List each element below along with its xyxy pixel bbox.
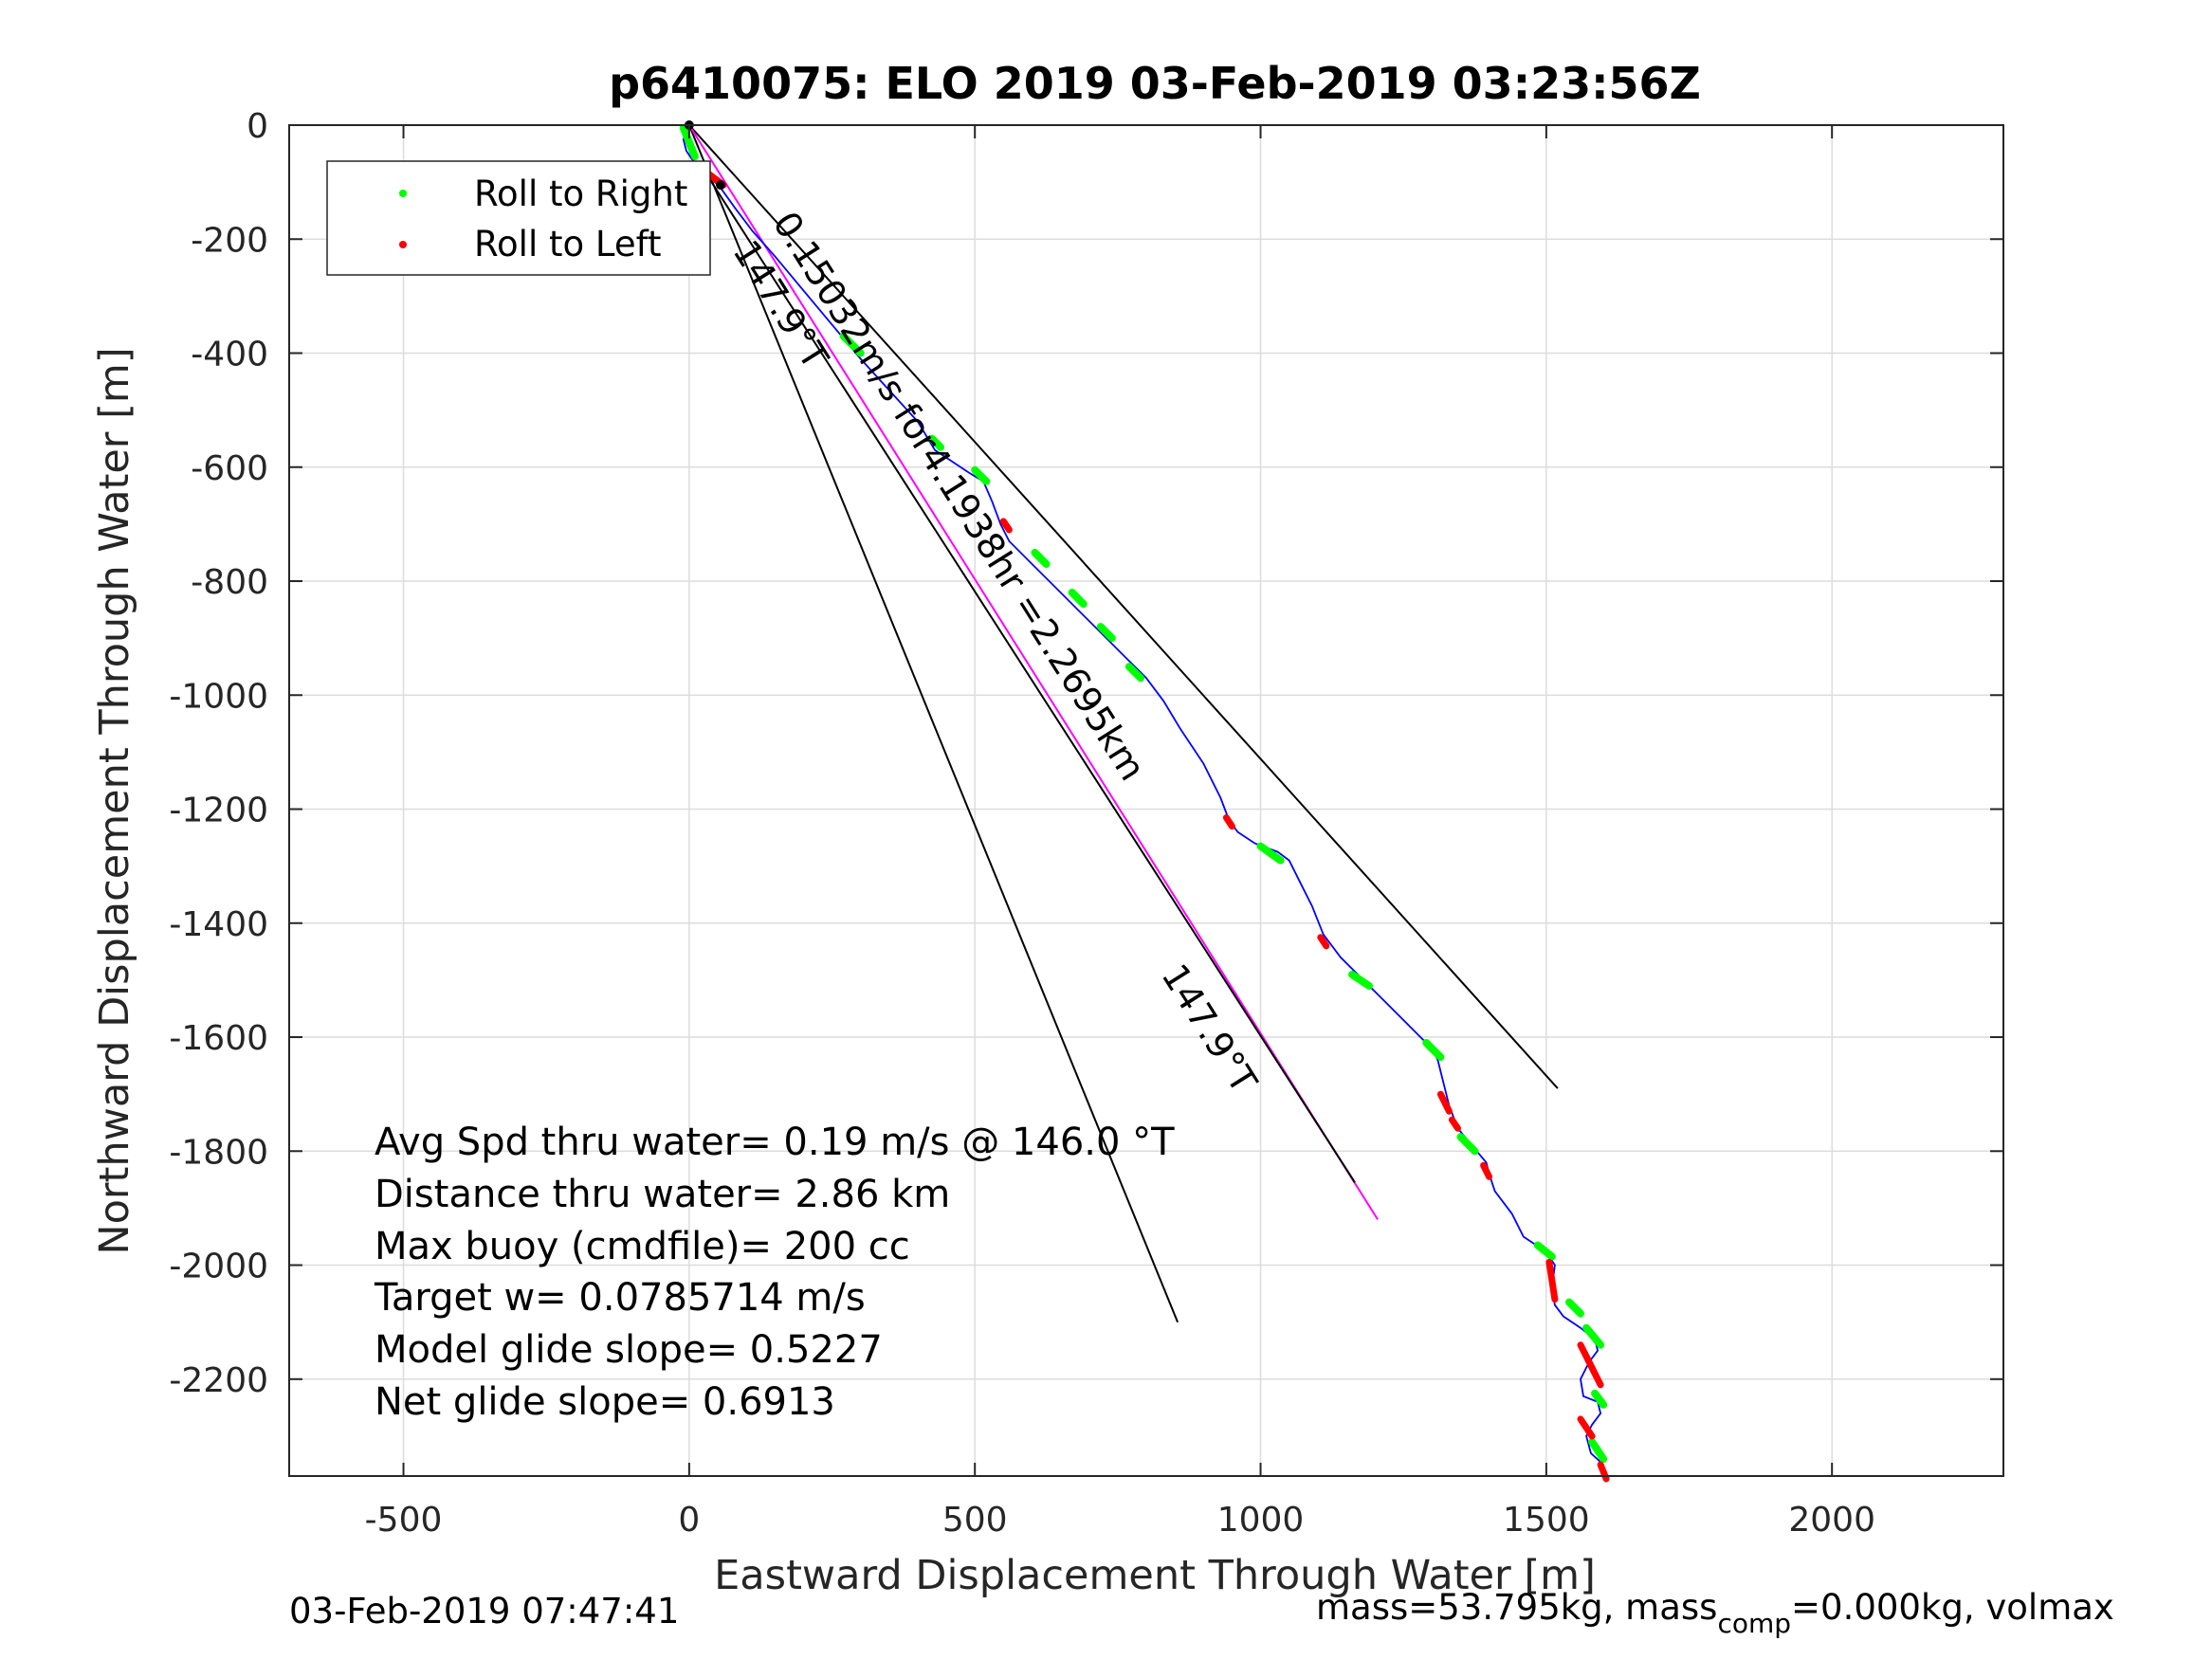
reference-line-1 <box>688 124 1559 1089</box>
roll-right-marker <box>1565 1298 1584 1318</box>
reference-line-3 <box>688 124 1379 1220</box>
stat-avg-speed: Avg Spd thru water= 0.19 m/s @ 146.0 °T <box>375 1121 1175 1164</box>
roll-right-marker <box>1588 1437 1608 1463</box>
y-tick-label: -600 <box>191 449 268 488</box>
roll-right-marker <box>1031 548 1051 568</box>
x-tick-label: 2000 <box>1788 1501 1875 1540</box>
roll-left-marker <box>1222 814 1235 830</box>
legend-marker-roll-right <box>399 190 407 197</box>
roll-left-marker <box>1545 1259 1559 1304</box>
stat-distance: Distance thru water= 2.86 km <box>375 1173 950 1216</box>
legend: Roll to Right Roll to Left <box>326 160 711 276</box>
roll-right-marker <box>679 124 699 161</box>
x-tick-label: 1000 <box>1217 1501 1305 1540</box>
chart-title: p6410075: ELO 2019 03-Feb-2019 03:23:56Z <box>609 58 1701 109</box>
x-axis-label: Eastward Displacement Through Water [m] <box>714 1552 1596 1599</box>
y-tick-labels: 0 -200 -400 -600 -800 -1000 -1200 -1400 -1600 -18… <box>169 107 268 1400</box>
y-axis-label: Northward Displacement Through Water [m] <box>91 347 138 1254</box>
roll-left-marker <box>1480 1161 1493 1180</box>
y-tick-label: -200 <box>191 221 268 260</box>
tick-marks <box>289 124 2003 1476</box>
y-tick-label: -400 <box>191 336 268 374</box>
legend-label-roll-left: Roll to Left <box>474 224 662 264</box>
legend-label-roll-right: Roll to Right <box>474 173 687 214</box>
roll-right-marker <box>928 434 944 451</box>
legend-box <box>326 160 711 276</box>
y-tick-label: -800 <box>191 563 268 602</box>
reference-line-2 <box>687 124 1179 1323</box>
roll-right-marker <box>971 465 991 485</box>
legend-marker-roll-left <box>399 241 407 248</box>
y-tick-label: -2000 <box>169 1248 268 1286</box>
annotations: 0.15032m/s for4.1938hr =2.2695km147.9°T1… <box>724 205 1265 1102</box>
x-tick-label: 500 <box>942 1501 1008 1540</box>
y-tick-label: -1200 <box>169 792 268 830</box>
y-tick-label: -2200 <box>169 1361 268 1400</box>
roll-left-marker <box>999 518 1013 534</box>
footer-mass-suffix: =0.000kg, volmax <box>1791 1587 2114 1628</box>
y-tick-label: -1600 <box>169 1019 268 1058</box>
roll-left-marker <box>1448 1116 1461 1132</box>
footer-timestamp: 03-Feb-2019 07:47:41 <box>289 1591 679 1632</box>
stats-block: Avg Spd thru water= 0.19 m/s @ 146.0 °T … <box>374 1121 1175 1424</box>
line-annotation-1: 0.15032m/s for4.1938hr =2.2695km <box>765 205 1154 789</box>
line-annotation-3: 147.9°T <box>1153 957 1265 1101</box>
y-tick-label: 0 <box>247 107 268 146</box>
roll-markers <box>679 120 1610 1483</box>
x-tick-labels: -500 0 500 1000 1500 2000 <box>365 1501 1875 1540</box>
roll-right-marker <box>1533 1241 1556 1261</box>
footer-mass-info: mass=53.795kg, masscomp=0.000kg, volmax <box>1316 1587 2114 1639</box>
footer-mass-sub: comp <box>1717 1608 1791 1639</box>
roll-right-marker <box>1591 1389 1608 1409</box>
x-tick-label: 0 <box>678 1501 700 1540</box>
roll-right-marker <box>1348 970 1373 990</box>
roll-left-marker <box>1436 1090 1453 1115</box>
x-tick-label: -500 <box>365 1501 443 1540</box>
plot-frame <box>288 124 2004 1477</box>
footer-mass-prefix: mass=53.795kg, mass <box>1316 1587 1717 1628</box>
y-tick-label: -1400 <box>169 905 268 944</box>
roll-right-marker <box>839 332 865 357</box>
y-tick-label: -1800 <box>169 1133 268 1172</box>
roll-left-marker <box>1317 934 1330 950</box>
stat-model-glide-slope: Model glide slope= 0.5227 <box>375 1328 883 1372</box>
glider-track-line <box>682 124 1605 1477</box>
stat-max-buoy: Max buoy (cmdfile)= 200 cc <box>375 1225 910 1268</box>
waypoint-marker <box>716 180 726 191</box>
roll-right-marker <box>1582 1323 1605 1349</box>
roll-right-marker <box>1124 663 1144 683</box>
roll-right-marker <box>1096 623 1116 643</box>
x-tick-label: 1500 <box>1503 1501 1590 1540</box>
roll-right-marker <box>1068 589 1088 609</box>
track-layer <box>682 124 1605 1477</box>
stat-target-w: Target w= 0.0785714 m/s <box>374 1276 866 1320</box>
roll-right-marker <box>1422 1039 1445 1062</box>
roll-left-marker <box>1577 1415 1596 1440</box>
roll-right-marker <box>1456 1133 1479 1156</box>
roll-right-marker <box>1256 842 1285 865</box>
reference-line-4 <box>700 164 1356 1183</box>
grid <box>289 124 2003 1476</box>
stat-net-glide-slope: Net glide slope= 0.6913 <box>375 1380 835 1424</box>
y-tick-label: -1000 <box>169 677 268 716</box>
roll-left-marker <box>1577 1341 1604 1389</box>
reference-lines <box>687 124 1559 1323</box>
